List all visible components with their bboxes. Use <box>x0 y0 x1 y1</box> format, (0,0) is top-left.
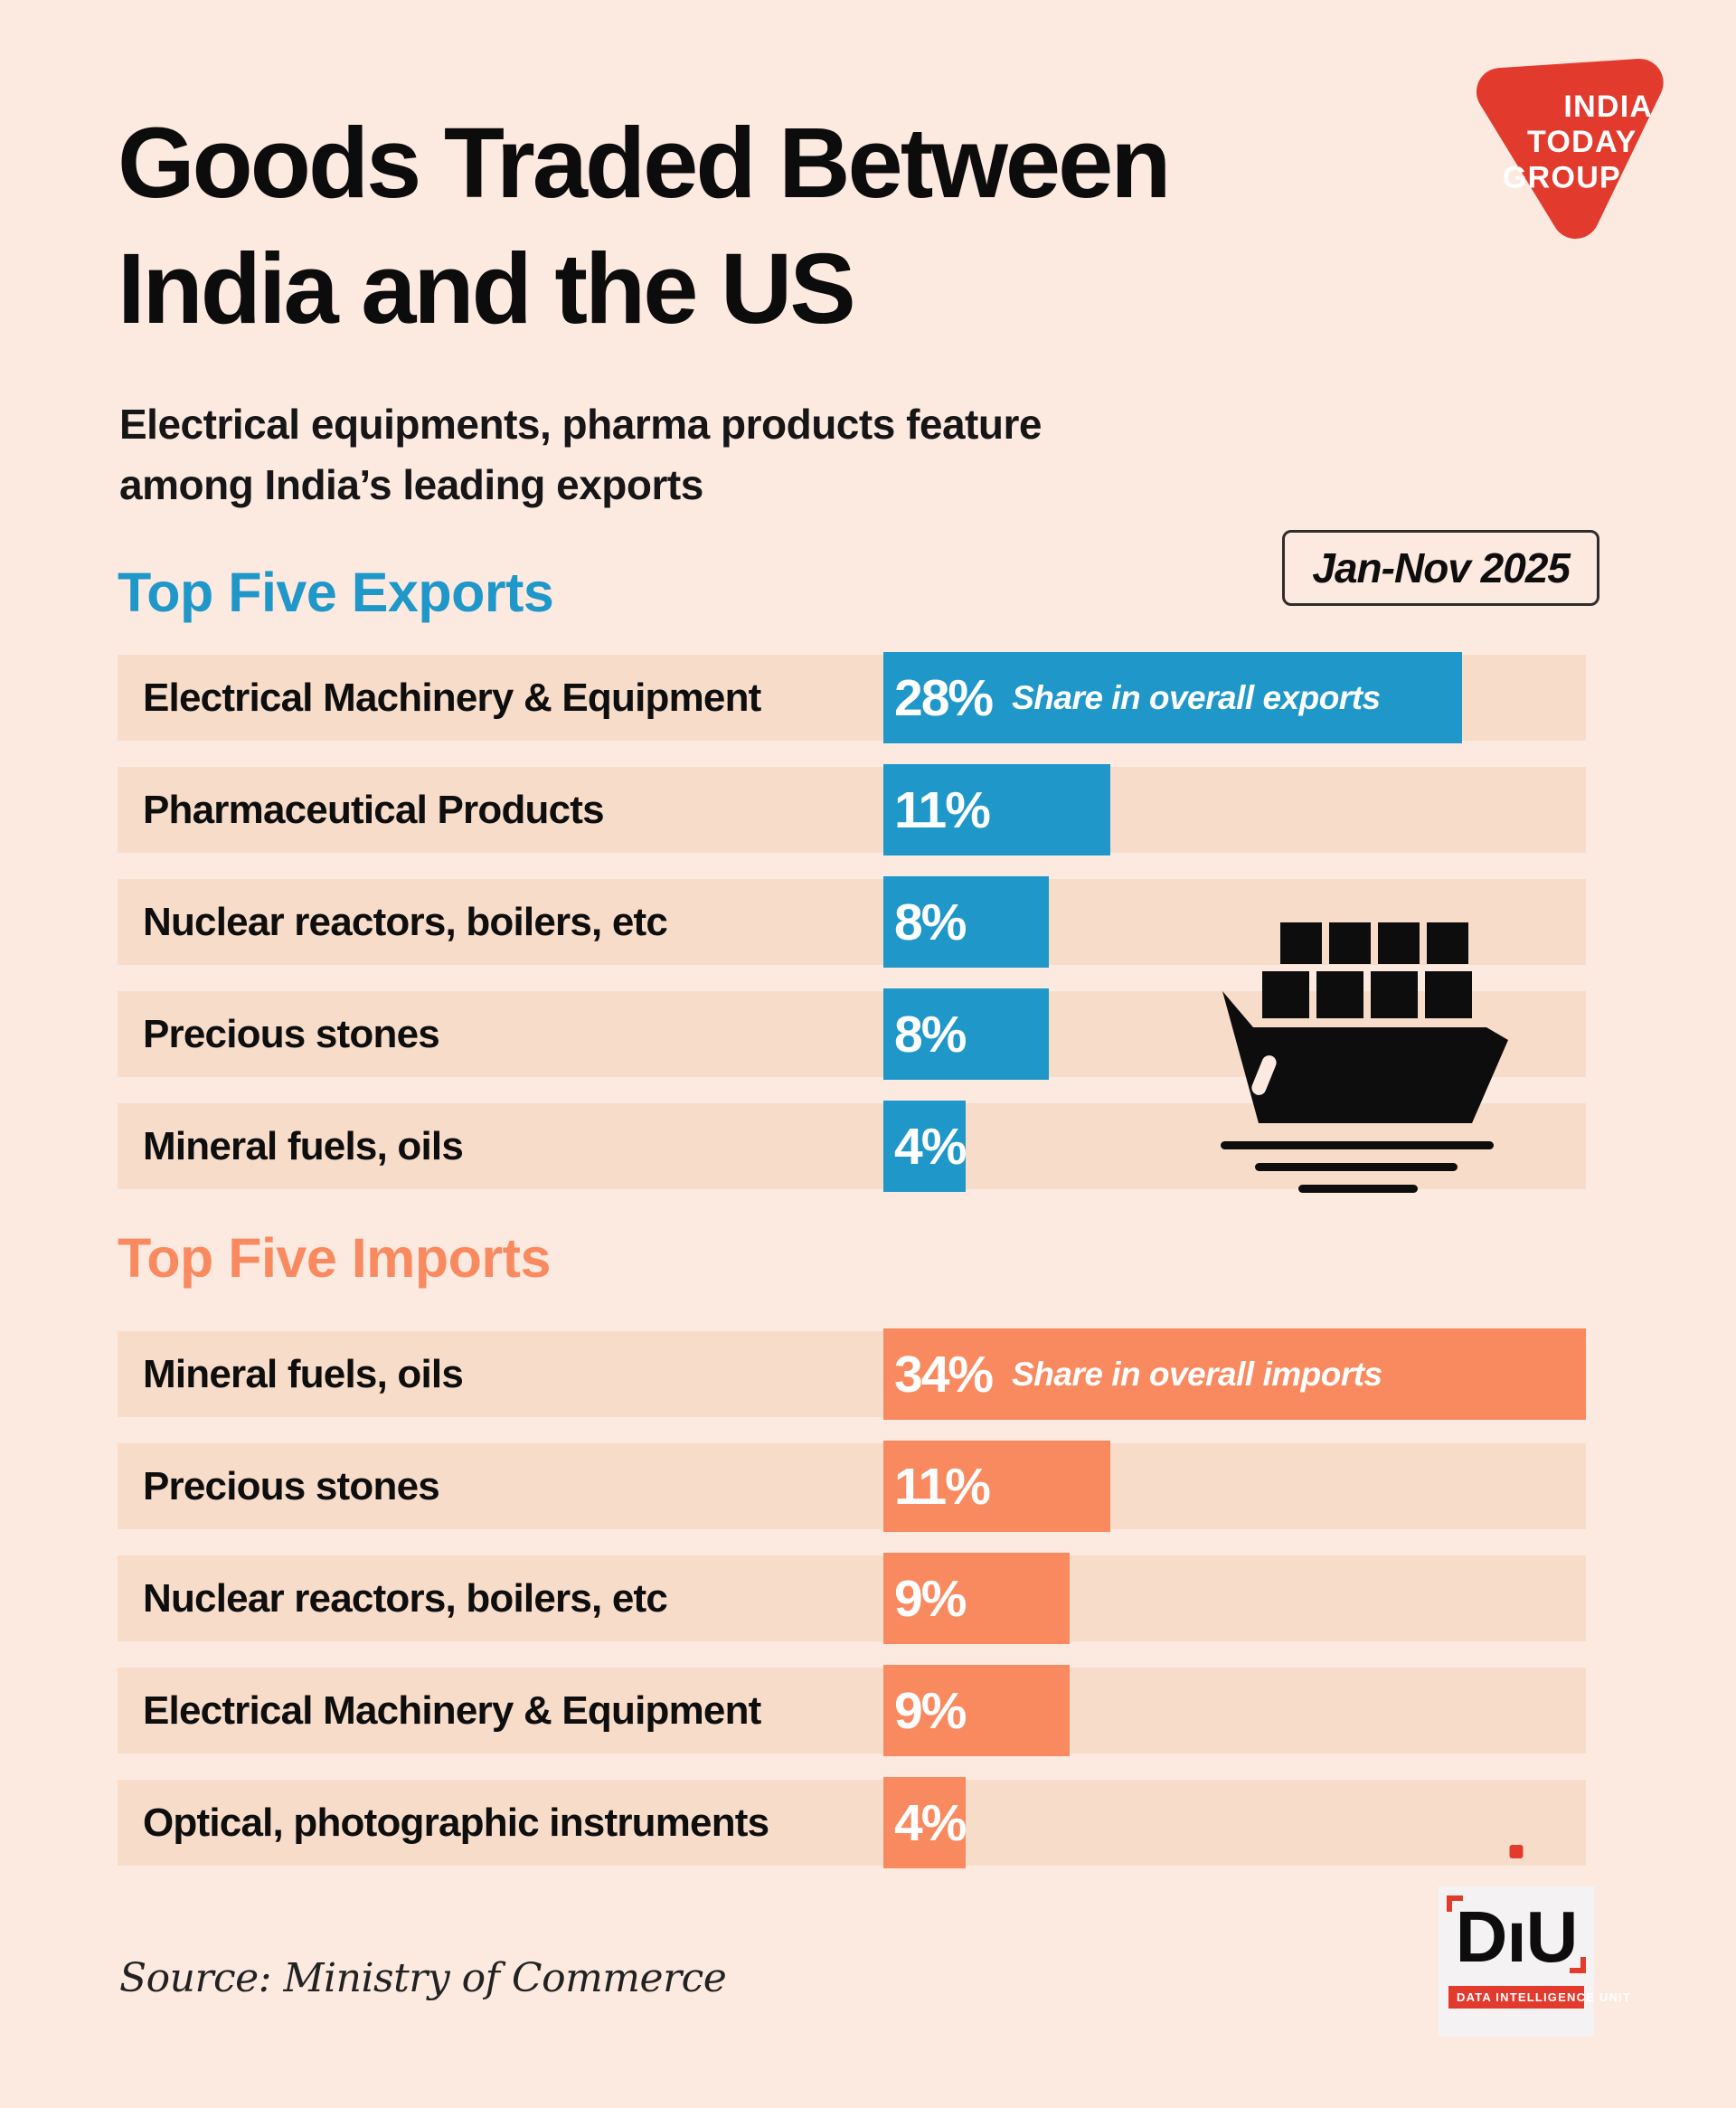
india-today-group-logo: INDIA TODAY GROUP <box>1450 51 1678 251</box>
exports-section-heading: Top Five Exports <box>118 562 554 623</box>
import-bar-value: 9% <box>894 1681 967 1740</box>
diu-letter: U <box>1525 1896 1579 1977</box>
export-bar-note: Share in overall exports <box>1012 678 1381 716</box>
exports-chart: Electrical Machinery & Equipment 28% Sha… <box>118 652 1586 1215</box>
export-bar-value: 8% <box>894 1005 967 1063</box>
import-bar-note: Share in overall imports <box>1012 1355 1382 1393</box>
import-bar-value: 34% <box>894 1345 994 1404</box>
import-row: Optical, photographic instruments 4% <box>118 1777 1586 1868</box>
logo-line-1: INDIA <box>1563 90 1653 124</box>
import-row-label: Electrical Machinery & Equipment <box>143 1687 761 1733</box>
export-row: Nuclear reactors, boilers, etc 8% <box>118 876 1586 968</box>
export-bar: 28% Share in overall exports <box>883 652 1462 743</box>
export-row-label: Precious stones <box>143 1011 440 1056</box>
export-bar-value: 11% <box>894 780 991 839</box>
diu-wordmark: Dı U <box>1439 1845 1594 1973</box>
diu-corner-bracket <box>1447 1895 1463 1912</box>
import-bar-value: 4% <box>894 1793 967 1852</box>
page-subtitle: Electrical equipments, pharma products f… <box>119 394 1042 515</box>
import-bar: 11% <box>883 1441 1110 1532</box>
export-row: Electrical Machinery & Equipment 28% Sha… <box>118 652 1586 743</box>
imports-chart: Mineral fuels, oils 34% Share in overall… <box>118 1328 1586 1892</box>
import-row: Mineral fuels, oils 34% Share in overall… <box>118 1328 1586 1420</box>
diu-corner-bracket <box>1570 1957 1586 1973</box>
export-row-label: Mineral fuels, oils <box>143 1123 464 1168</box>
export-bar-value: 28% <box>894 668 994 727</box>
import-row: Electrical Machinery & Equipment 9% <box>118 1665 1586 1756</box>
import-bar: 9% <box>883 1553 1070 1644</box>
logo-line-2: TODAY <box>1527 125 1637 159</box>
import-bar: 4% <box>883 1777 967 1868</box>
imports-section-heading: Top Five Imports <box>118 1227 551 1289</box>
import-row-label: Precious stones <box>143 1463 440 1508</box>
export-bar: 8% <box>883 988 1049 1080</box>
logo-line-3: GROUP <box>1503 160 1621 194</box>
import-row: Precious stones 11% <box>118 1441 1586 1532</box>
diu-letter-i: ı <box>1506 1845 1527 1973</box>
logo-triangle-icon: INDIA TODAY GROUP <box>1476 58 1664 240</box>
page-title-line-1: Goods Traded Between <box>118 108 1171 219</box>
export-row-label: Electrical Machinery & Equipment <box>143 675 761 720</box>
import-row-label: Nuclear reactors, boilers, etc <box>143 1575 668 1621</box>
diu-logo: Dı U DATA INTELLIGENCE UNIT <box>1439 1845 1630 2037</box>
import-bar-value: 9% <box>894 1569 967 1628</box>
page-title: Goods Traded Between India and the US <box>118 101 1171 352</box>
export-bar: 8% <box>883 876 1049 968</box>
export-row: Pharmaceutical Products 11% <box>118 764 1586 855</box>
diu-tagline: DATA INTELLIGENCE UNIT <box>1448 1986 1630 2009</box>
page-subtitle-line-1: Electrical equipments, pharma products f… <box>119 401 1042 448</box>
diu-i-dot <box>1509 1845 1524 1858</box>
export-row-label: Nuclear reactors, boilers, etc <box>143 899 668 944</box>
import-bar: 34% Share in overall imports <box>883 1328 1586 1420</box>
import-row-label: Optical, photographic instruments <box>143 1800 769 1845</box>
source-credit: Source: Ministry of Commerce <box>119 1955 727 2001</box>
import-bar-value: 11% <box>894 1457 991 1516</box>
diu-letter: D <box>1455 1896 1508 1977</box>
import-row-label: Mineral fuels, oils <box>143 1351 464 1396</box>
import-row: Nuclear reactors, boilers, etc 9% <box>118 1553 1586 1644</box>
cargo-ship-icon <box>1210 912 1510 1197</box>
export-row-label: Pharmaceutical Products <box>143 787 605 832</box>
page-subtitle-line-2: among India’s leading exports <box>119 461 703 509</box>
export-bar-value: 8% <box>894 893 967 951</box>
export-bar: 11% <box>883 764 1110 855</box>
export-bar: 4% <box>883 1101 967 1192</box>
export-bar-value: 4% <box>894 1117 967 1176</box>
import-bar: 9% <box>883 1665 1070 1756</box>
page-title-line-2: India and the US <box>118 232 856 345</box>
period-badge: Jan-Nov 2025 <box>1282 530 1599 606</box>
